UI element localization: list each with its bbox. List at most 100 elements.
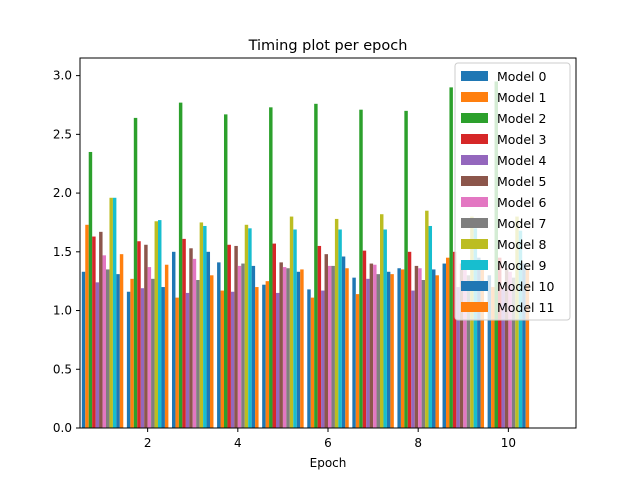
bar-model-2-epoch-2 <box>133 117 138 429</box>
bar-model-3-epoch-7 <box>362 250 367 428</box>
y-tick-label: 0.5 <box>53 362 72 376</box>
bar-model-11-epoch-10 <box>525 269 530 428</box>
bar-model-10-epoch-1 <box>116 274 120 428</box>
bar-model-9-epoch-3 <box>203 225 207 428</box>
bar-model-5-epoch-7 <box>369 263 374 428</box>
bar-model-0-epoch-10 <box>487 275 492 428</box>
bar-model-11-epoch-9 <box>480 263 485 428</box>
bar-model-10-epoch-5 <box>296 271 301 428</box>
bar-model-11-epoch-3 <box>210 275 214 428</box>
bar-model-8-epoch-3 <box>199 222 204 428</box>
legend-swatch <box>461 239 488 249</box>
legend: Model 0 Model 1 Model 2 Model 3 Model 4 Model… <box>454 62 571 321</box>
legend-label: Model 11 <box>497 300 554 315</box>
x-tick-label: 2 <box>144 436 152 450</box>
bar-model-9-epoch-8 <box>428 225 433 428</box>
bar-model-2-epoch-3 <box>178 102 183 428</box>
bar-model-1-epoch-7 <box>355 294 360 428</box>
legend-label: Model 6 <box>497 195 547 210</box>
bar-model-9-epoch-10 <box>518 230 523 428</box>
bar-model-1-epoch-8 <box>400 269 405 428</box>
bar-model-5-epoch-2 <box>144 244 148 428</box>
axes-group: 0.0 0.5 1.0 1.5 2.0 2.5 3.0 2 4 6 8 10 <box>53 57 577 450</box>
bar-model-7-epoch-6 <box>331 265 335 428</box>
y-tick-label: 2.0 <box>53 186 72 200</box>
bar-model-6-epoch-5 <box>282 267 287 428</box>
legend-label: Model 4 <box>497 153 547 168</box>
bar-model-8-epoch-2 <box>154 221 159 428</box>
bar-model-1-epoch-1 <box>85 224 89 428</box>
x-tick-label: 6 <box>324 436 332 450</box>
bar-model-3-epoch-10 <box>497 257 502 428</box>
bar-model-10-epoch-8 <box>432 269 436 428</box>
bar-model-0-epoch-3 <box>171 251 176 428</box>
bar-model-9-epoch-9 <box>473 228 478 428</box>
bar-model-1-epoch-9 <box>445 257 450 428</box>
bar-model-7-epoch-4 <box>241 263 245 428</box>
bar-model-2-epoch-4 <box>223 114 228 428</box>
bar-model-4-epoch-8 <box>411 290 415 428</box>
bar-model-0-epoch-1 <box>81 271 86 428</box>
bar-model-11-epoch-1 <box>119 254 124 428</box>
bar-model-5-epoch-8 <box>414 265 419 428</box>
y-tick-label: 1.0 <box>53 304 72 318</box>
bar-model-2-epoch-7 <box>359 109 363 429</box>
bar-model-7-epoch-9 <box>466 275 471 428</box>
bar-model-6-epoch-9 <box>463 269 467 428</box>
bar-model-3-epoch-9 <box>452 251 457 428</box>
bar-model-7-epoch-8 <box>421 280 426 428</box>
bar-model-9-epoch-7 <box>383 229 387 428</box>
bar-model-5-epoch-6 <box>324 254 328 428</box>
legend-label: Model 7 <box>497 216 546 231</box>
bar-model-8-epoch-4 <box>244 224 249 428</box>
legend-swatch <box>461 197 488 207</box>
bar-model-3-epoch-8 <box>407 251 412 428</box>
bar-model-6-epoch-6 <box>328 265 332 428</box>
bar-model-11-epoch-7 <box>390 274 394 428</box>
bar-model-1-epoch-4 <box>220 290 224 428</box>
bar-model-5-epoch-3 <box>189 248 193 428</box>
legend-label: Model 1 <box>497 90 546 105</box>
bar-model-4-epoch-3 <box>185 292 190 428</box>
bar-model-6-epoch-3 <box>192 258 197 428</box>
bar-model-2-epoch-6 <box>314 103 318 428</box>
bar-model-6-epoch-7 <box>373 264 377 428</box>
bar-model-5-epoch-5 <box>279 262 283 428</box>
bar-model-3-epoch-2 <box>137 241 141 428</box>
bars-group <box>81 81 530 429</box>
bar-model-0-epoch-7 <box>352 277 356 428</box>
bar-model-7-epoch-5 <box>286 268 290 428</box>
y-tick-label: 0.0 <box>53 421 72 435</box>
bar-model-2-epoch-8 <box>404 110 408 429</box>
bar-model-2-epoch-1 <box>88 151 93 428</box>
bar-model-11-epoch-6 <box>345 268 349 428</box>
bar-model-8-epoch-8 <box>425 210 429 428</box>
bar-model-9-epoch-6 <box>338 229 342 428</box>
bar-model-5-epoch-9 <box>459 263 464 428</box>
bar-model-4-epoch-2 <box>140 288 145 428</box>
bar-model-7-epoch-7 <box>376 274 381 428</box>
bar-model-7-epoch-1 <box>106 269 110 428</box>
bar-model-4-epoch-9 <box>456 287 460 428</box>
bar-model-8-epoch-7 <box>380 214 384 428</box>
bar-model-11-epoch-4 <box>255 287 259 428</box>
legend-swatch <box>461 113 488 123</box>
bar-model-3-epoch-3 <box>182 238 186 428</box>
chart-title: Timing plot per epoch <box>248 38 408 54</box>
legend-swatch <box>461 302 488 312</box>
bar-model-5-epoch-10 <box>504 268 509 428</box>
legend-swatch <box>461 155 488 165</box>
legend-label: Model 9 <box>497 258 547 273</box>
legend-swatch <box>461 260 488 270</box>
bar-model-0-epoch-5 <box>262 284 266 428</box>
bar-model-5-epoch-1 <box>99 231 103 428</box>
bar-model-8-epoch-6 <box>334 218 339 428</box>
bar-model-3-epoch-1 <box>92 236 96 428</box>
bar-model-1-epoch-3 <box>175 297 179 428</box>
bar-model-3-epoch-6 <box>317 245 322 428</box>
bar-model-0-epoch-6 <box>307 289 311 428</box>
bar-model-0-epoch-8 <box>397 268 401 428</box>
bar-model-6-epoch-10 <box>508 271 512 428</box>
bar-model-3-epoch-4 <box>227 244 231 428</box>
